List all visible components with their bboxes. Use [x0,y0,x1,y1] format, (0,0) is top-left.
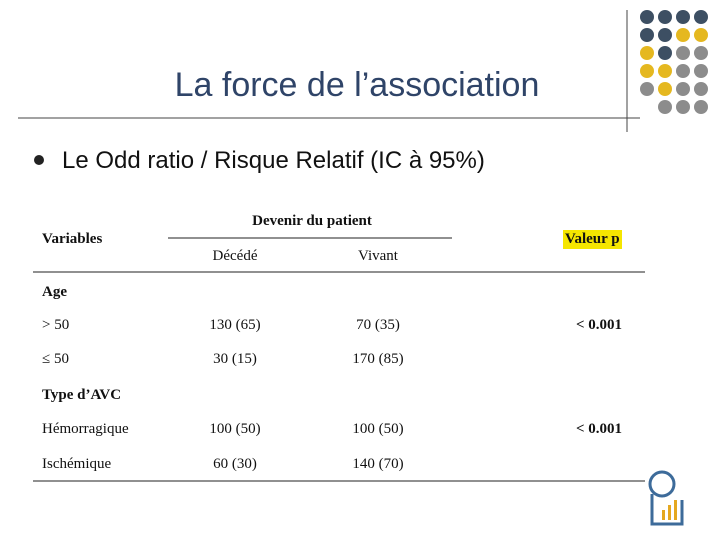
p-value: < 0.001 [575,421,622,437]
decor-dot [676,82,690,96]
decor-dot [658,28,672,42]
decor-dot [640,46,654,60]
group-header: Devenir du patient [252,213,372,229]
decor-dot [676,46,690,60]
section-label: Type d’AVC [42,387,122,403]
decor-dot [676,28,690,42]
row-label: ≤ 50 [42,351,69,367]
decor-dot [658,82,672,96]
decor-dot [640,82,654,96]
column-header: Valeur p [563,230,622,249]
decor-dot [676,10,690,24]
bullet-dot [34,155,44,165]
decor-dot [640,28,654,42]
cell: 100 (50) [209,421,261,437]
decor-dot [658,10,672,24]
decor-dot [694,28,708,42]
decor-dot [640,10,654,24]
cell: 70 (35) [356,317,400,333]
decor-dot [694,82,708,96]
column-header: Décédé [212,248,258,264]
decor-dot [676,100,690,114]
cell: 30 (15) [213,351,257,367]
cell: 130 (65) [209,317,261,333]
decor-dot [694,10,708,24]
decor-dot [694,46,708,60]
decor-dot [676,64,690,78]
cell: 60 (30) [213,456,257,472]
row-label: > 50 [42,317,70,333]
bullet-text: Le Odd ratio / Risque Relatif (IC à 95%) [62,147,485,174]
column-header: Variables [42,231,103,247]
decor-dot [658,46,672,60]
row-label: Ischémique [42,456,112,472]
p-value: < 0.001 [575,317,622,333]
decor-dot [694,100,708,114]
decor-dot [640,64,654,78]
decor-dot [658,100,672,114]
column-header: Vivant [358,248,398,264]
title: La force de l’association [174,66,540,104]
section-label: Age [42,284,67,300]
decor-dot [694,64,708,78]
cell: 140 (70) [352,456,404,472]
decor-dot [658,64,672,78]
cell: 170 (85) [352,351,404,367]
cell: 100 (50) [352,421,404,437]
row-label: Hémorragique [42,421,129,437]
